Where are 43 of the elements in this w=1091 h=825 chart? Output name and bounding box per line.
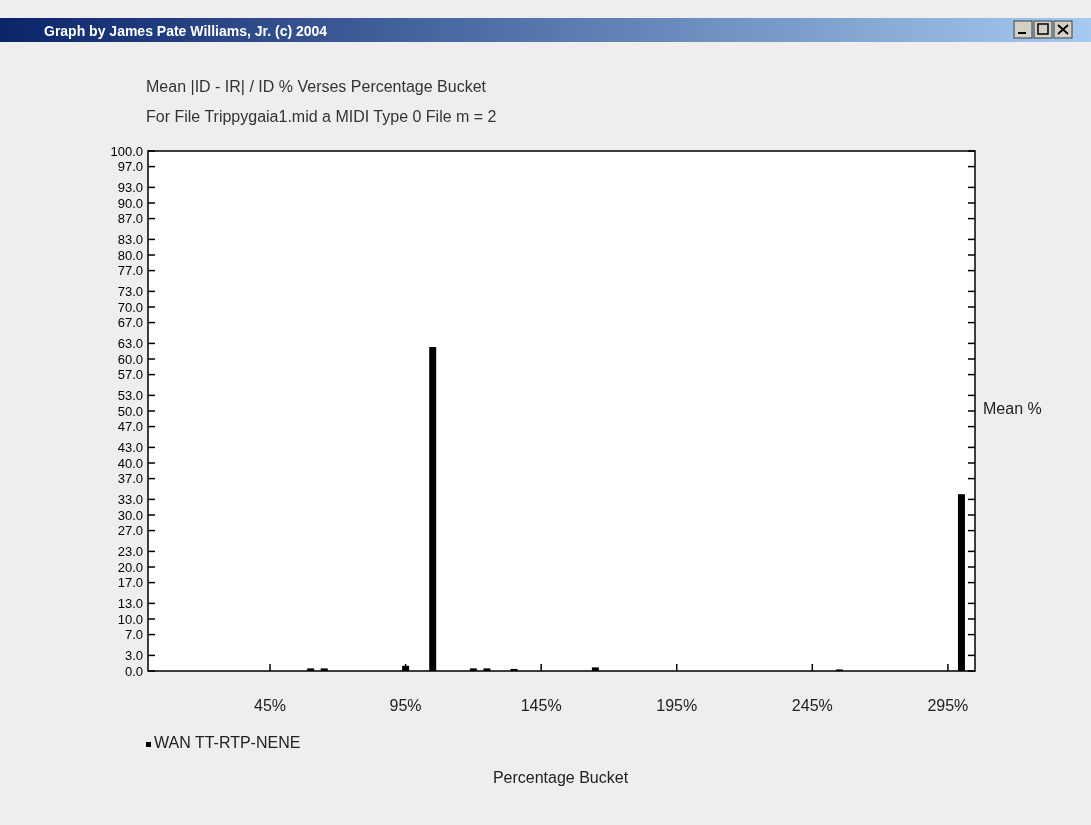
y-tick-label: 67.0: [117, 315, 143, 331]
y-tick-label: 73.0: [117, 283, 143, 299]
x-tick-label: 95%: [389, 697, 422, 714]
y-tick-label: 20.0: [117, 559, 143, 575]
x-tick-label: 145%: [520, 697, 562, 714]
y-tick-label: 3.0: [124, 647, 143, 663]
x-tick-label: 195%: [656, 697, 698, 714]
y-tick-label: 97.0: [117, 159, 143, 175]
y-tick-label: 23.0: [117, 543, 143, 559]
x-axis-title: Percentage Bucket: [492, 769, 629, 786]
y-tick-label: 63.0: [117, 335, 143, 351]
y-tick-label: 60.0: [117, 351, 143, 367]
y-tick-label: 43.0: [117, 439, 143, 455]
x-tick-label: 45%: [254, 697, 287, 714]
y-tick-label: 90.0: [117, 195, 143, 211]
y-tick-label: 93.0: [117, 179, 143, 195]
x-tick-label: 295%: [927, 697, 969, 714]
chart-title: Mean |ID - IR| / ID % Verses Percentage Bucket: [146, 78, 487, 95]
y-tick-label: 50.0: [117, 403, 143, 419]
y-tick-label: 80.0: [117, 247, 143, 263]
y-tick-label: 70.0: [117, 299, 143, 315]
y-tick-label: 7.0: [124, 627, 143, 643]
y-tick-label: 100.0: [110, 143, 143, 159]
chart-subtitle: For File Trippygaia1.mid a MIDI Type 0 File m = 2: [146, 108, 497, 125]
y-tick-label: 83.0: [117, 231, 143, 247]
y-tick-label: 47.0: [117, 419, 143, 435]
legend-label: WAN TT-RTP-NENE: [154, 734, 301, 751]
text: Graph by James Pate Williams, Jr. (c) 2004: [44, 23, 328, 39]
y-tick-label: 77.0: [117, 263, 143, 279]
y-tick-label: 87.0: [117, 211, 143, 227]
y-tick-label: 53.0: [117, 387, 143, 403]
y-tick-label: 17.0: [117, 575, 143, 591]
y-tick-label: 10.0: [117, 611, 143, 627]
y-tick-label: 30.0: [117, 507, 143, 523]
y-tick-label: 57.0: [117, 367, 143, 383]
y-tick-label: 27.0: [117, 523, 143, 539]
y-axis-title: Mean %: [983, 400, 1042, 417]
y-tick-label: 33.0: [117, 491, 143, 507]
y-tick-label: 0.0: [124, 663, 143, 679]
y-tick-label: 37.0: [117, 471, 143, 487]
y-tick-label: 40.0: [117, 455, 143, 471]
y-tick-label: 13.0: [117, 595, 143, 611]
x-tick-label: 245%: [791, 697, 833, 714]
